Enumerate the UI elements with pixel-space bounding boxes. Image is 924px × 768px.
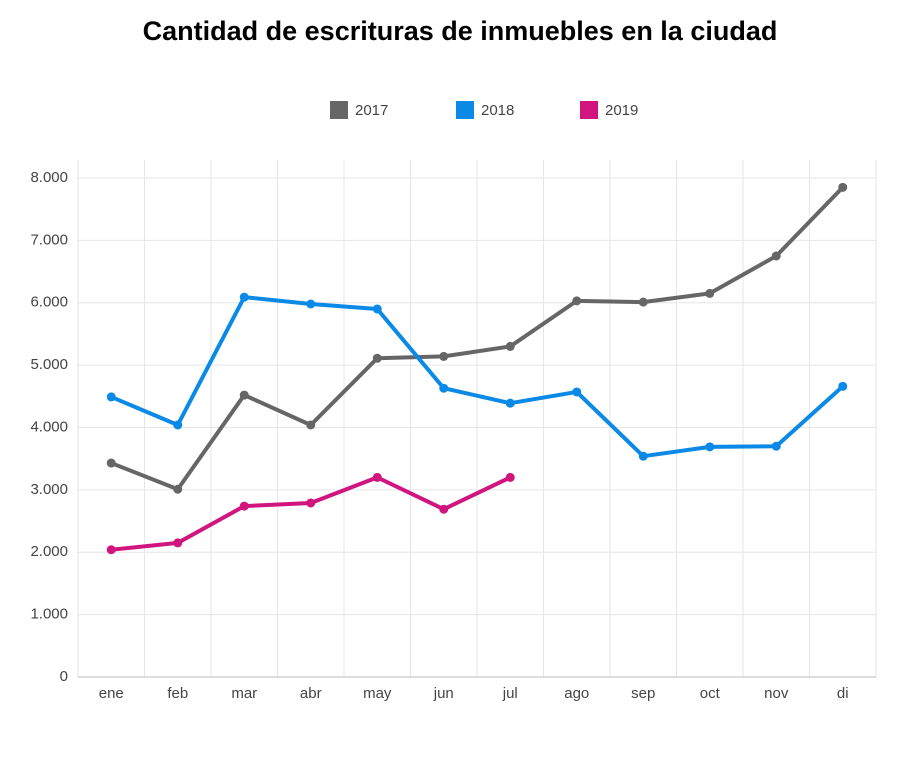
data-point xyxy=(173,420,183,430)
legend-swatch xyxy=(580,101,598,119)
y-tick-label: 0 xyxy=(60,668,68,685)
legend-label: 2017 xyxy=(355,102,388,119)
x-tick-label: sep xyxy=(631,685,655,702)
y-tick-label: 1.000 xyxy=(30,606,68,623)
y-tick-label: 4.000 xyxy=(30,418,68,435)
y-tick-label: 6.000 xyxy=(30,294,68,311)
x-tick-label: feb xyxy=(167,685,188,702)
data-point xyxy=(505,398,515,408)
data-point xyxy=(439,351,449,361)
x-tick-label: mar xyxy=(231,685,257,702)
x-tick-label: ene xyxy=(99,685,124,702)
legend-swatch xyxy=(456,101,474,119)
y-tick-label: 2.000 xyxy=(30,543,68,560)
x-tick-label: oct xyxy=(700,685,721,702)
data-point xyxy=(838,381,848,391)
data-point xyxy=(239,292,249,302)
data-point xyxy=(505,472,515,482)
x-tick-label: jun xyxy=(433,685,454,702)
data-point xyxy=(372,304,382,314)
y-tick-label: 3.000 xyxy=(30,481,68,498)
x-tick-label: may xyxy=(363,685,392,702)
x-tick-label: jul xyxy=(502,685,518,702)
data-point xyxy=(638,451,648,461)
data-point xyxy=(505,341,515,351)
data-point xyxy=(439,504,449,514)
data-point xyxy=(771,251,781,261)
data-point xyxy=(306,498,316,508)
data-point xyxy=(372,472,382,482)
data-point xyxy=(838,182,848,192)
y-tick-label: 7.000 xyxy=(30,231,68,248)
data-point xyxy=(106,458,116,468)
y-tick-label: 5.000 xyxy=(30,356,68,373)
data-point xyxy=(638,297,648,307)
legend-label: 2019 xyxy=(605,102,638,119)
data-point xyxy=(705,442,715,452)
x-tick-label: nov xyxy=(764,685,789,702)
data-point xyxy=(705,288,715,298)
chart-title: Cantidad de escrituras de inmuebles en l… xyxy=(143,16,778,46)
data-point xyxy=(372,353,382,363)
data-point xyxy=(173,538,183,548)
series-line xyxy=(110,295,845,459)
data-point xyxy=(306,299,316,309)
data-point xyxy=(306,420,316,430)
data-point xyxy=(771,441,781,451)
data-point xyxy=(239,501,249,511)
data-point xyxy=(572,296,582,306)
legend-swatch xyxy=(330,101,348,119)
data-point xyxy=(106,545,116,555)
x-tick-label: di xyxy=(837,685,849,702)
y-tick-label: 8.000 xyxy=(30,169,68,186)
data-point xyxy=(239,390,249,400)
legend-label: 2018 xyxy=(481,102,514,119)
data-point xyxy=(439,383,449,393)
series-line xyxy=(110,185,845,492)
data-point xyxy=(106,392,116,402)
data-point xyxy=(173,484,183,494)
x-tick-label: ago xyxy=(564,685,589,702)
x-tick-label: abr xyxy=(300,685,322,702)
data-point xyxy=(572,387,582,397)
